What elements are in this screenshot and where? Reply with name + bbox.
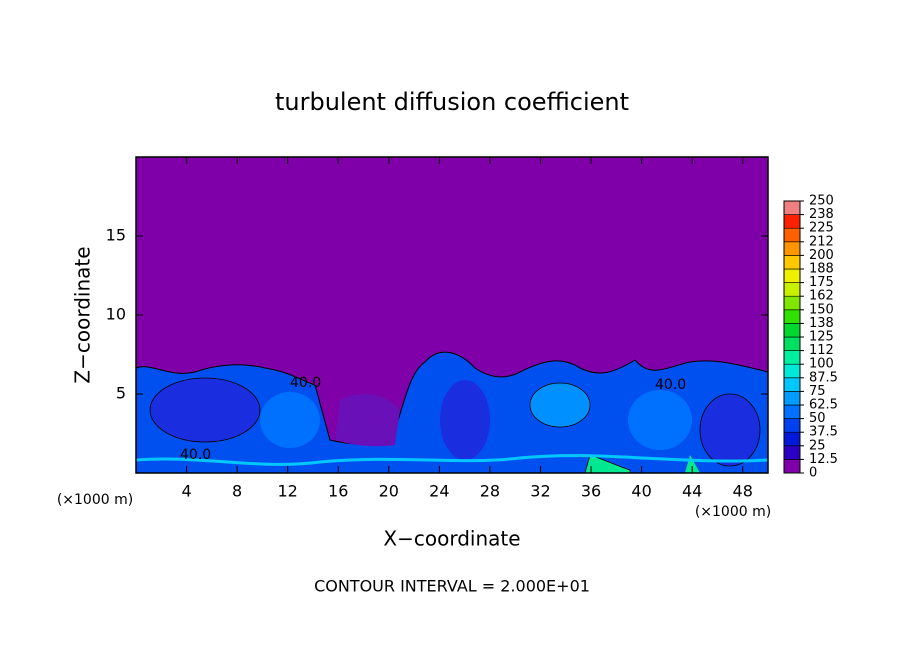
colorbar-label: 212 xyxy=(809,234,834,249)
field-region xyxy=(628,390,692,450)
x-tick-label: 44 xyxy=(682,482,702,501)
colorbar-band xyxy=(783,214,801,229)
colorbar-band xyxy=(783,445,801,460)
x-tick-label: 36 xyxy=(581,482,601,501)
y-axis-label: Z−coordinate xyxy=(71,246,95,383)
colorbar-label: 112 xyxy=(809,343,834,358)
colorbar-label: 0 xyxy=(809,466,817,481)
contour-label: 40.0 xyxy=(180,447,211,463)
field-region xyxy=(699,393,761,467)
colorbar-label: 75 xyxy=(809,384,826,399)
colorbar-band xyxy=(783,200,801,215)
x-tick-label: 48 xyxy=(733,482,753,501)
field-region xyxy=(335,394,400,447)
colorbar-band xyxy=(783,295,801,311)
x-axis-label: X−coordinate xyxy=(383,527,520,551)
colorbar-band xyxy=(783,255,801,270)
colorbar-band xyxy=(783,350,801,365)
x-tick-label: 12 xyxy=(278,482,298,501)
y-tick-label: 5 xyxy=(116,384,126,403)
y-tick-label: 10 xyxy=(106,305,126,324)
x-tick-label: 24 xyxy=(429,482,449,501)
colorbar-label: 50 xyxy=(809,411,826,426)
colorbar-label: 12.5 xyxy=(809,452,838,467)
chart-title: turbulent diffusion coefficient xyxy=(275,88,629,116)
colorbar-band xyxy=(783,418,801,433)
colorbar-band xyxy=(783,268,801,283)
x-tick-label: 40 xyxy=(631,482,651,501)
footer: CONTOUR INTERVAL = 2.000E+01 xyxy=(314,577,590,596)
colorbar-label: 188 xyxy=(809,262,834,277)
x-tick-label: 4 xyxy=(181,482,191,501)
field-region xyxy=(440,380,490,460)
colorbar-band xyxy=(783,363,801,379)
colorbar-label: 138 xyxy=(809,316,834,331)
colorbar-label: 25 xyxy=(809,438,826,453)
colorbar-band xyxy=(783,309,801,324)
colorbar-label: 250 xyxy=(809,194,834,209)
colorbar-band xyxy=(783,227,801,243)
colorbar-label: 37.5 xyxy=(809,425,838,440)
field xyxy=(135,157,769,474)
y-tick-label: 15 xyxy=(106,226,126,245)
colorbar-label: 87.5 xyxy=(809,370,838,385)
colorbar-label: 100 xyxy=(809,357,834,372)
colorbar-label: 125 xyxy=(809,330,834,345)
colorbar-label: 162 xyxy=(809,289,834,304)
x-tick-label: 20 xyxy=(379,482,399,501)
field-region xyxy=(260,392,320,448)
colorbar-band xyxy=(783,431,801,447)
colorbar-label: 150 xyxy=(809,302,834,317)
colorbar-band xyxy=(783,459,801,474)
field-region xyxy=(149,377,261,443)
colorbar-band xyxy=(783,282,801,297)
field-region xyxy=(135,454,769,466)
x-unit: (×1000 m) xyxy=(57,492,133,508)
colorbar-band xyxy=(783,391,801,406)
field-region xyxy=(529,382,591,428)
colorbar-label: 225 xyxy=(809,221,834,236)
colorbar-frame xyxy=(783,200,801,474)
x-tick-label: 8 xyxy=(232,482,242,501)
contour-label: 40.0 xyxy=(290,375,321,391)
colorbar-band xyxy=(783,377,801,392)
colorbar-label: 200 xyxy=(809,248,834,263)
colorbar-band xyxy=(783,404,801,419)
colorbar-band xyxy=(783,336,801,351)
colorbar-band xyxy=(783,323,801,338)
x-tick-label: 16 xyxy=(328,482,348,501)
y-unit: (×1000 m) xyxy=(695,504,771,520)
contour-label: 40.0 xyxy=(655,377,686,393)
x-tick-label: 32 xyxy=(530,482,550,501)
colorbar-label: 175 xyxy=(809,275,834,290)
x-tick-label: 28 xyxy=(480,482,500,501)
colorbar-label: 238 xyxy=(809,207,834,222)
colorbar-band xyxy=(783,241,801,256)
colorbar-label: 62.5 xyxy=(809,398,838,413)
